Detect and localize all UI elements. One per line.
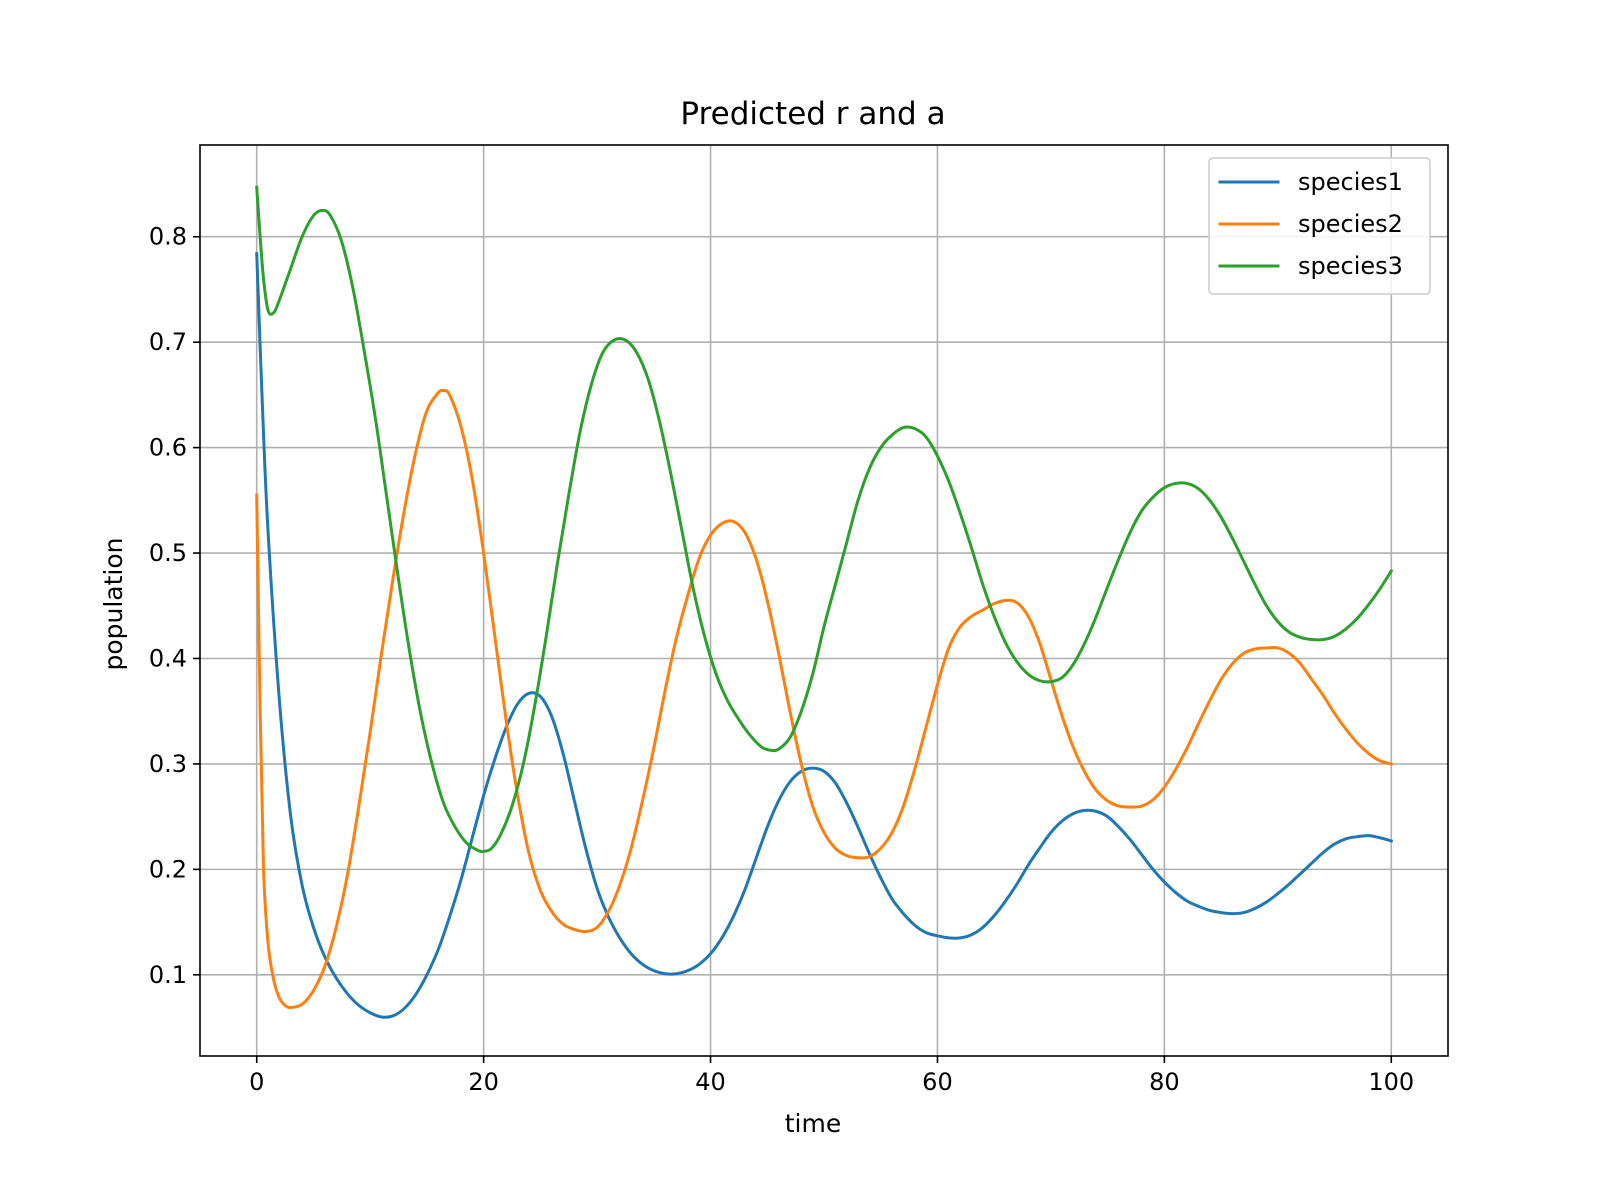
- y-tick-label: 0.3: [149, 750, 187, 778]
- x-tick-label: 40: [695, 1068, 726, 1096]
- legend: species1 species2 species3: [1208, 157, 1431, 295]
- y-axis-label: population: [99, 537, 128, 670]
- chart-title: Predicted r and a: [680, 96, 945, 132]
- y-tick-label: 0.2: [149, 855, 187, 883]
- plot-frame: [199, 144, 1449, 1057]
- y-tick-label: 0.1: [149, 961, 187, 989]
- legend-label-species3: species3: [1298, 252, 1403, 280]
- x-tick-label: 20: [468, 1068, 499, 1096]
- legend-label-species1: species1: [1298, 168, 1403, 196]
- y-tick-label: 0.7: [149, 328, 187, 356]
- x-tick-label: 60: [922, 1068, 953, 1096]
- legend-label-species2: species2: [1298, 210, 1403, 238]
- legend-box: [1208, 157, 1431, 295]
- x-tick-label: 0: [249, 1068, 264, 1096]
- y-tick-label: 0.6: [149, 434, 187, 462]
- y-tick-label: 0.4: [149, 644, 187, 672]
- x-axis-label: time: [785, 1109, 841, 1138]
- y-tick-label: 0.8: [149, 223, 187, 251]
- series-line-species3: [255, 185, 1394, 854]
- x-tick-label: 100: [1368, 1068, 1414, 1096]
- ticks: 0 20 40 60 80 100 0.1 0.2 0.3 0.4 0.5 0.6 0.7 0.8: [149, 223, 1414, 1096]
- y-tick-label: 0.5: [149, 539, 187, 567]
- series-lines: [255, 185, 1394, 1019]
- x-tick-label: 80: [1149, 1068, 1180, 1096]
- series-line-species1: [255, 252, 1394, 1019]
- series-line-species2: [255, 388, 1394, 1010]
